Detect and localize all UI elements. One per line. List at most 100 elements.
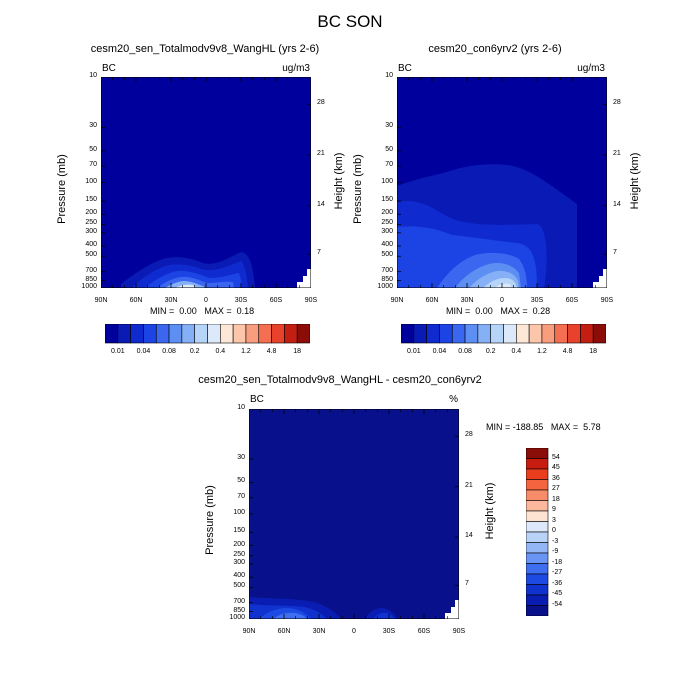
panel-2-minmax: MIN = 0.00 MAX = 0.28 <box>446 306 550 316</box>
panel-3-colorbar-label-7: 0 <box>552 527 556 534</box>
panel-1-minmax: MIN = 0.00 MAX = 0.18 <box>150 306 254 316</box>
panel-2-xtick-label-1: 60N <box>425 297 439 304</box>
panel-3-colorbar-label-8: -3 <box>552 537 559 545</box>
panel-1-colorbar-swatch-5 <box>168 324 183 344</box>
panel-3-xtick-label-1: 60N <box>277 628 291 635</box>
panel-1-colorbar-swatch-6 <box>181 324 195 344</box>
panel-2-ylabel: Pressure (mb) <box>352 154 364 224</box>
panel-2-colorbar-swatch-15 <box>592 324 606 344</box>
panel-1-colorbar-label-2: 0.08 <box>162 348 176 355</box>
panel-3-contour-plot <box>249 409 459 619</box>
panel-2-ytick-label-10: 500 <box>381 251 393 259</box>
panel-1-min-value: 0.00 <box>179 306 197 316</box>
panel-1-ytick-label-0: 10 <box>89 72 97 79</box>
panel-3-xtick-label-4: 30S <box>382 628 396 635</box>
panel-3-ytick-right-label-2: 14 <box>465 532 473 540</box>
panel-1-units: ug/m3 <box>282 63 310 74</box>
panel-1-ytick-label-7: 250 <box>85 219 97 227</box>
panel-2-colorbar-swatch-11 <box>541 324 556 344</box>
panel-3-colorbar-swatch-0 <box>526 448 549 459</box>
panel-1-ytick-right-label-3: 7 <box>317 249 321 257</box>
panel-3-colorbar-label-2: 36 <box>552 474 560 482</box>
panel-2-ylabel-right: Height (km) <box>629 152 641 210</box>
panel-1-colorbar-label-1: 0.04 <box>136 348 151 355</box>
panel-2-colorbar-swatch-14 <box>580 324 594 344</box>
panel-1-ytick-label-1: 30 <box>89 122 97 130</box>
panel-2-colorbar-swatch-12 <box>554 324 568 344</box>
panel-3-colorbar-swatch-1 <box>526 458 549 470</box>
panel-1-colorbar-swatch-12 <box>258 324 272 344</box>
panel-3-ytick-label-1: 30 <box>237 454 245 462</box>
panel-2-xtick-label-5: 60S <box>565 297 579 304</box>
panel-2-xtick-label-3: 0 <box>500 297 504 304</box>
panel-2-colorbar-label-4: 0.4 <box>511 348 522 355</box>
panel-3-ylabel: Pressure (mb) <box>204 485 216 555</box>
panel-3-max-value: 5.78 <box>583 422 601 432</box>
panel-3-ytick-right-label-0: 28 <box>465 431 473 439</box>
panel-2-xtick-label-4: 30S <box>530 297 544 304</box>
panel-1-colorbar-swatch-1 <box>117 324 131 344</box>
panel-3-ytick-right-label-3: 7 <box>465 580 469 588</box>
panel-2-colorbar-label-6: 4.8 <box>562 348 573 355</box>
panel-1-ytick-label-9: 400 <box>85 241 97 249</box>
panel-1-ytick-label-11: 700 <box>85 266 97 274</box>
panel-2-ytick-label-0: 10 <box>385 72 393 79</box>
panel-2-colorbar-swatch-0 <box>401 324 415 344</box>
panel-1-ytick-label-5: 150 <box>85 196 97 204</box>
panel-3-colorbar-label-4: 18 <box>552 495 560 503</box>
panel-3-colorbar-swatch-6 <box>526 510 549 522</box>
panel-3-colorbar-swatch-2 <box>526 468 549 480</box>
panel-2-ytick-label-4: 100 <box>381 177 393 185</box>
panel-1-colorbar-swatch-8 <box>207 324 221 344</box>
panel-2-ytick-label-13: 1000 <box>377 283 393 290</box>
panel-3-colorbar <box>526 448 549 616</box>
panel-3-colorbar-swatch-5 <box>526 500 549 512</box>
panel-2-ytick-right-label-1: 21 <box>613 150 621 158</box>
panel-3-min-label: MIN = <box>486 422 511 432</box>
panel-3-colorbar-label-13: -45 <box>552 590 563 597</box>
panel-2-ytick-right-label-0: 28 <box>613 99 621 107</box>
panel-3-xtick-label-2: 30N <box>312 628 326 635</box>
panel-3-ytick-label-2: 50 <box>237 477 245 485</box>
panel-1-xtick-label-5: 60S <box>269 297 283 304</box>
panel-2-ytick-label-6: 200 <box>381 209 393 217</box>
panel-3-variable: BC <box>250 394 264 405</box>
panel-1-ylabel-right: Height (km) <box>333 152 345 210</box>
panel-3-xtick-label-0: 90N <box>242 628 256 635</box>
panel-3-colorbar-label-14: -54 <box>552 600 563 608</box>
panel-3-colorbar-label-12: -36 <box>552 579 563 587</box>
panel-1-colorbar-swatch-9 <box>220 324 234 344</box>
panel-1-colorbar-swatch-15 <box>296 324 310 344</box>
panel-2-contour-plot <box>397 77 607 288</box>
panel-3-ytick-label-9: 400 <box>233 572 245 580</box>
panel-1-variable: BC <box>102 63 116 74</box>
panel-3-xtick-label-6: 90S <box>452 628 466 635</box>
panel-1-colorbar-swatch-11 <box>245 324 260 344</box>
panel-2-variable: BC <box>398 63 412 74</box>
panel-1-ytick-label-2: 50 <box>89 145 97 153</box>
panel-2-colorbar-swatch-3 <box>439 324 453 344</box>
panel-2-xtick-label-6: 90S <box>600 297 614 304</box>
panel-2-contour-level-8 <box>495 283 512 288</box>
panel-3-colorbar-label-6: 3 <box>552 516 556 524</box>
panel-2-colorbar-swatch-6 <box>477 324 491 344</box>
panel-1-xtick-label-0: 90N <box>94 297 108 304</box>
panel-3-colorbar-label-3: 27 <box>552 485 560 492</box>
panel-2-ytick-right-label-2: 14 <box>613 200 621 208</box>
panel-2-colorbar-swatch-7 <box>490 324 504 344</box>
panel-1-xtick-label-3: 0 <box>204 297 208 304</box>
panel-3-colorbar-swatch-7 <box>526 521 549 533</box>
panel-3-ytick-label-13: 1000 <box>229 614 245 621</box>
panel-3-colorbar-label-1: 45 <box>552 464 560 471</box>
panel-1-contour-level-5 <box>165 281 205 288</box>
panel-3-ytick-right-label-1: 21 <box>465 481 473 489</box>
panel-3-colorbar-label-11: -27 <box>552 569 563 576</box>
panel-1-ytick-label-6: 200 <box>85 209 97 217</box>
panel-1-ytick-label-8: 300 <box>85 227 97 235</box>
panel-1-colorbar-label-0: 0.01 <box>111 348 125 355</box>
panel-3-ytick-label-11: 700 <box>233 597 245 605</box>
panel-1-title: cesm20_sen_Totalmodv9v8_WangHL (yrs 2-6) <box>90 43 320 55</box>
panel-3-min-value: -188.85 <box>512 422 544 432</box>
panel-1-colorbar-label-4: 0.4 <box>215 348 226 355</box>
panel-2-colorbar-swatch-9 <box>516 324 530 344</box>
